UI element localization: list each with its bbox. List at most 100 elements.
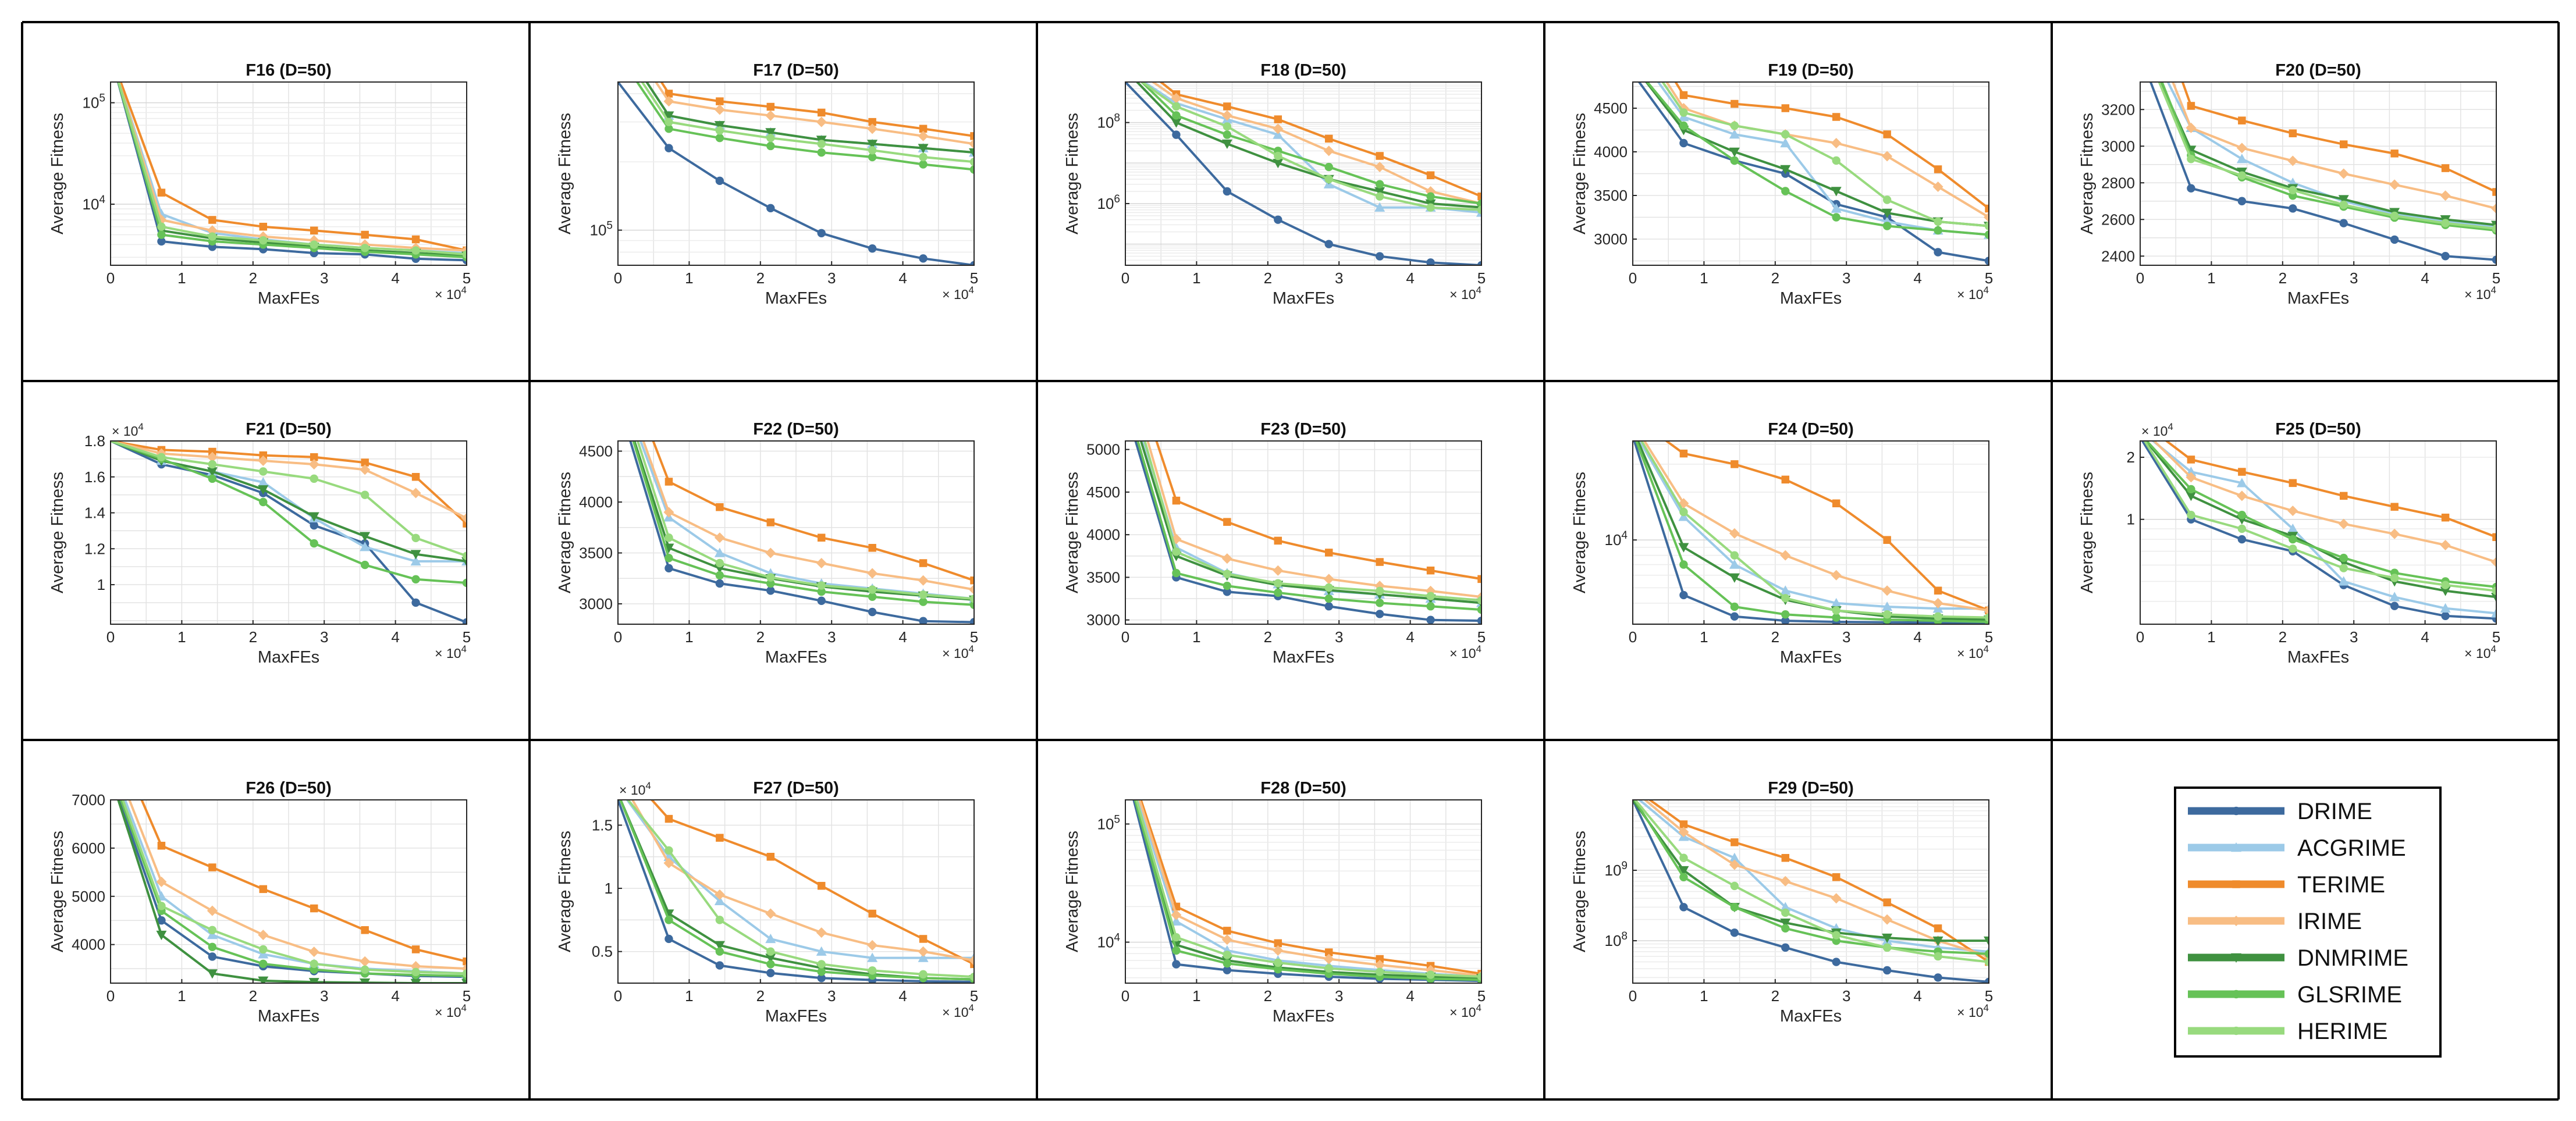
data-point-acgrime	[1374, 202, 1385, 212]
data-point-irime	[2186, 122, 2197, 133]
data-point-herime	[969, 158, 974, 166]
data-point-terime	[2238, 116, 2246, 124]
data-point-drime	[1679, 590, 1688, 600]
data-point-irime	[2338, 518, 2349, 529]
legend-label-irime: IRIME	[2297, 909, 2362, 934]
data-point-dnmrime	[714, 941, 725, 951]
data-point-herime	[1882, 610, 1892, 619]
series-line-herime	[636, 441, 974, 600]
data-point-drime	[2237, 535, 2247, 544]
data-point-dnmrime	[2440, 586, 2451, 596]
data-point-herime	[2339, 564, 2348, 572]
data-point-herime	[766, 947, 775, 956]
series-line-acgrime	[1637, 800, 1989, 953]
data-point-drime	[1832, 958, 1840, 966]
data-point-herime	[1679, 108, 1688, 117]
data-point-drime	[1375, 610, 1384, 618]
data-point-herime	[2187, 155, 2195, 163]
data-point-drime	[665, 934, 673, 944]
data-point-drime	[1324, 240, 1333, 248]
chart-title: F27 (D=50)	[753, 779, 838, 798]
data-point-glsrime	[1375, 599, 1384, 607]
data-point-herime	[1375, 192, 1384, 201]
data-point-terime	[1223, 102, 1231, 111]
data-point-terime	[1781, 475, 1790, 484]
series-line-irime	[1146, 441, 1481, 599]
data-point-irime	[2338, 168, 2349, 179]
x-tick-label: 2	[1771, 269, 1779, 287]
data-point-dnmrime	[1932, 936, 1943, 946]
axes-box	[110, 81, 467, 266]
data-point-glsrime	[1984, 949, 1989, 958]
x-tick-label: 0	[1629, 628, 1637, 646]
x-tick-label: 4	[391, 269, 399, 287]
data-point-dnmrime	[308, 512, 319, 522]
data-point-drime	[1934, 248, 1942, 257]
chart-title: F19 (D=50)	[1768, 61, 1853, 80]
data-point-dnmrime	[765, 953, 776, 963]
data-point-irime	[1882, 151, 1893, 162]
series-layer	[629, 441, 974, 624]
y-tick-label: 3500	[1086, 568, 1120, 586]
data-point-dnmrime	[1221, 139, 1232, 150]
data-point-terime	[411, 945, 420, 953]
data-point-irime	[867, 568, 878, 579]
data-point-drime	[2390, 602, 2399, 610]
x-tick-label: 0	[614, 269, 622, 287]
data-point-glsrime	[1375, 180, 1384, 188]
y-tick-label: 4000	[579, 493, 613, 511]
x-exponent-label: × 104	[1449, 643, 1481, 661]
data-point-terime	[1679, 820, 1688, 828]
data-point-acgrime	[1171, 916, 1182, 926]
x-tick-label: 4	[898, 269, 907, 287]
data-point-acgrime	[207, 930, 218, 939]
data-point-terime	[970, 576, 974, 585]
data-point-dnmrime	[156, 930, 167, 941]
series-line-herime	[121, 800, 467, 975]
data-point-drime	[1172, 130, 1181, 139]
data-point-acgrime	[1729, 852, 1740, 862]
data-point-acgrime	[867, 952, 878, 962]
x-exponent-label: × 104	[942, 643, 974, 661]
data-point-terime	[766, 102, 775, 111]
data-point-irime	[2287, 155, 2298, 166]
axes-box	[617, 81, 975, 266]
data-point-drime	[1882, 966, 1892, 975]
data-point-herime	[817, 581, 826, 590]
data-point-glsrime	[2339, 553, 2348, 563]
data-point-irime	[816, 116, 827, 127]
series-line-irime	[2152, 441, 2496, 564]
x-tick-label: 4	[1913, 269, 1921, 287]
y-exponent-label: × 104	[619, 780, 651, 798]
x-tick-label: 2	[2279, 269, 2287, 287]
data-point-dnmrime	[1831, 187, 1842, 197]
data-point-terime	[1832, 873, 1840, 881]
series-line-herime	[1633, 800, 1989, 963]
data-point-irime	[1323, 953, 1334, 965]
x-tick-label: 5	[970, 628, 978, 646]
x-axis-label: MaxFEs	[258, 289, 319, 308]
x-exponent-label: × 104	[435, 1002, 467, 1020]
x-tick-label: 3	[320, 987, 328, 1005]
data-point-herime	[1274, 958, 1282, 967]
x-tick-label: 1	[1192, 987, 1200, 1005]
data-point-irime	[663, 857, 674, 869]
data-point-glsrime	[1832, 613, 1840, 622]
x-tick-label: 1	[2207, 269, 2215, 287]
data-point-acgrime	[1780, 902, 1791, 912]
y-tick-label: 1.4	[84, 504, 105, 522]
x-tick-label: 0	[614, 987, 622, 1005]
data-point-herime	[2339, 200, 2348, 209]
data-point-glsrime	[665, 916, 673, 924]
grid-lines	[111, 441, 467, 624]
data-point-terime	[361, 458, 369, 467]
y-axis-label: Average Fitness	[48, 472, 67, 593]
data-point-glsrime	[1781, 187, 1790, 195]
data-point-drime	[1781, 616, 1790, 624]
x-tick-label: 0	[1121, 987, 1129, 1005]
data-point-herime	[1274, 151, 1282, 161]
chart-4: 0 1 2 3 4 5 3000 3500 4000 4500 × 104 F19 (D=50) Max…	[1571, 61, 1993, 308]
data-point-herime	[1730, 551, 1739, 560]
data-point-acgrime	[1882, 601, 1893, 611]
